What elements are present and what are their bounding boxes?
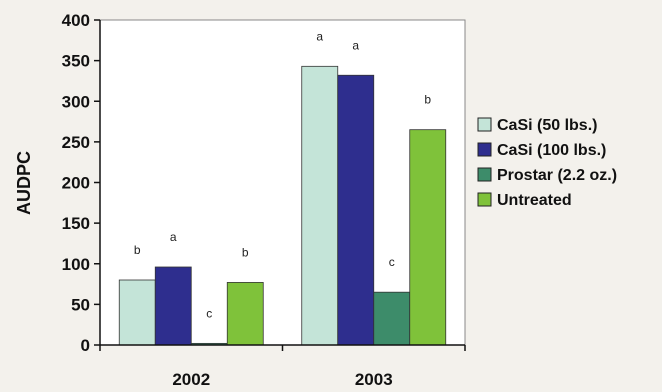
legend-swatch [477,142,492,157]
y-tick-label: 350 [62,52,90,71]
significance-letter: c [389,255,395,269]
y-tick-label: 0 [81,336,90,355]
x-category-label: 2002 [172,370,210,389]
significance-letter: a [316,29,323,43]
legend-label: CaSi (100 lbs.) [497,142,606,159]
bar [373,291,411,346]
y-tick-label: 400 [62,11,90,30]
y-tick-label: 200 [62,174,90,193]
significance-letter: b [134,243,141,257]
bar [226,282,264,346]
legend-swatch [477,192,492,207]
legend-label: CaSi (50 lbs.) [497,117,597,134]
y-tick-label: 300 [62,92,90,111]
y-axis-title: AUDPC [14,151,34,215]
significance-letter: b [242,245,249,259]
y-tick-label: 250 [62,133,90,152]
legend-label: Prostar (2.2 oz.) [497,167,617,184]
legend-label: Untreated [497,192,572,209]
y-tick-label: 100 [62,255,90,274]
legend-swatch [477,167,492,182]
bar [409,129,447,346]
bar [154,266,192,346]
significance-letter: a [170,230,177,244]
bar [337,74,375,346]
significance-letter: c [206,306,212,320]
x-category-label: 2003 [355,370,393,389]
significance-letters-group: b a c b a a c b [134,29,432,320]
y-tick-label: 50 [71,295,90,314]
significance-letter: a [352,38,359,52]
axes-group: 0 50 100 150 200 250 300 350 400 2002 2003 [62,11,466,389]
y-tick-label: 150 [62,214,90,233]
bars-group [118,65,447,346]
significance-letter: b [424,93,431,107]
legend-swatch [477,117,492,132]
legend: CaSi (50 lbs.) CaSi (100 lbs.) Prostar (2.… [477,117,617,209]
bar [118,279,156,346]
bar [301,65,339,346]
